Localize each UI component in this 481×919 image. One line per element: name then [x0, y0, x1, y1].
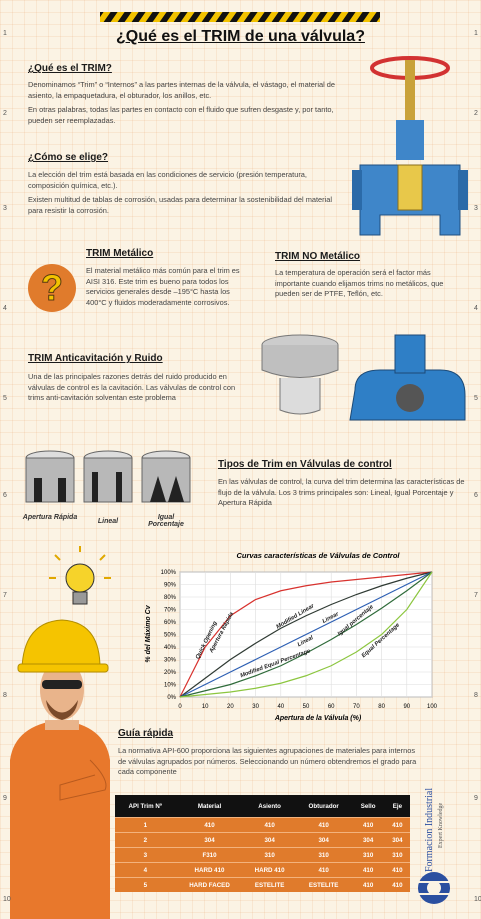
margin-number: 2	[474, 110, 478, 117]
section-text: Denominamos “Trim” o “Internos” a las pa…	[28, 80, 346, 130]
paragraph: La elección del trim está basada en las …	[28, 170, 307, 190]
margin-number: 5	[3, 395, 7, 402]
table-cell: 410	[295, 862, 352, 878]
svg-text:?: ?	[41, 267, 63, 308]
table-header-cell: Obturador	[295, 795, 352, 818]
table-cell: HARD 410	[243, 862, 296, 878]
margin-number: 5	[474, 395, 478, 402]
margin-number: 1	[474, 30, 478, 37]
margin-number: 2	[3, 110, 7, 117]
table-cell: 410	[243, 817, 296, 833]
paragraph: Existen multitud de tablas de corrosión,…	[28, 195, 333, 215]
margin-number: 9	[3, 795, 7, 802]
table-cell: 410	[351, 862, 385, 878]
bulb-icon	[49, 546, 111, 605]
table-cell: 410	[351, 817, 385, 833]
paragraph: En otras palabras, todas las partes en c…	[28, 105, 334, 125]
table-cell: 310	[243, 847, 296, 863]
paragraph: Denominamos “Trim” o “Internos” a las pa…	[28, 80, 335, 100]
table-cell: 5	[115, 877, 176, 892]
table-cell: 304	[295, 832, 352, 848]
table-cell: 1	[115, 817, 176, 833]
margin-number: 6	[474, 492, 478, 499]
trim-types-illustration	[25, 450, 191, 503]
margin-number: 10	[474, 896, 481, 903]
margin-number: 4	[474, 305, 478, 312]
section-heading: Guía rápida	[118, 728, 174, 739]
trim-label: Apertura Rápida	[22, 514, 78, 521]
table-cell: F310	[175, 847, 244, 863]
logo-name: Formacion Industrial	[424, 787, 435, 872]
table-cell: 310	[384, 847, 410, 863]
table-cell: 304	[351, 832, 385, 848]
table-cell: 4	[115, 862, 176, 878]
table-cell: 3	[115, 847, 176, 863]
table-header-row: API Trim Nº Material Asiento Obturador Sello…	[115, 795, 410, 818]
table-cell: 410	[384, 817, 410, 833]
margin-number: 8	[474, 692, 478, 699]
margin-number: 1	[3, 30, 7, 37]
api-trim-table: API Trim Nº Material Asiento Obturador Sello…	[115, 795, 410, 892]
table-cell: 410	[384, 877, 410, 892]
table-row: 5 HARD FACED ESTELITE ESTELITE 410 410	[115, 877, 410, 892]
table-header-cell: Eje	[384, 795, 410, 818]
margin-number: 10	[3, 896, 11, 903]
section-text: Una de las principales razones detrás de…	[28, 372, 236, 402]
table-row: 4 HARD 410 HARD 410 410 410 410	[115, 862, 410, 878]
section-text: La temperatura de operación será el fact…	[275, 268, 444, 298]
table-row: 3 F310 310 310 310 310	[115, 847, 410, 863]
table-cell: HARD 410	[175, 862, 244, 878]
section-text: La elección del trim está basada en las …	[28, 170, 346, 220]
table-cell: 310	[351, 847, 385, 863]
table-row: 1 410 410 410 410 410	[115, 817, 410, 833]
margin-number: 9	[474, 795, 478, 802]
margin-number: 6	[3, 492, 7, 499]
table-cell: ESTELITE	[243, 877, 296, 892]
section-heading: TRIM NO Metálico	[275, 251, 361, 262]
section-heading: TRIM Anticavitación y Ruido	[28, 353, 163, 364]
trim-label: Igual Porcentaje	[148, 514, 184, 528]
hazard-stripe	[100, 12, 380, 22]
section-text: En las válvulas de control, la curva del…	[218, 477, 465, 507]
worker-illustration	[10, 619, 110, 919]
table-cell: 304	[243, 832, 296, 848]
table-cell: 304	[384, 832, 410, 848]
table-header-cell: Material	[175, 795, 244, 818]
table-cell: ESTELITE	[295, 877, 352, 892]
table-cell: HARD FACED	[175, 877, 244, 892]
section-text: La normativa API-600 proporciona las sig…	[118, 746, 417, 776]
section-heading: TRIM Metálico	[86, 248, 154, 259]
section-heading: ¿Cómo se elige?	[28, 152, 109, 163]
table-cell: 410	[175, 817, 244, 833]
table-cell: 410	[351, 877, 385, 892]
margin-number: 7	[3, 592, 7, 599]
margin-number: 8	[3, 692, 7, 699]
question-icon: ?	[28, 264, 76, 312]
gate-valve-illustration	[352, 56, 468, 236]
trim-label: Lineal	[97, 518, 119, 525]
table-cell: 410	[384, 862, 410, 878]
table-cell: 304	[175, 832, 244, 848]
section-heading: Tipos de Trim en Válvulas de control	[218, 459, 392, 470]
table-row: 2 304 304 304 304 304	[115, 832, 410, 848]
margin-number: 4	[3, 305, 7, 312]
margin-number: 3	[474, 205, 478, 212]
table-header-cell: Sello	[351, 795, 385, 818]
table-cell: 310	[295, 847, 352, 863]
title: ¿Qué es el TRIM de una válvula?	[116, 28, 365, 45]
table-cell: 410	[295, 817, 352, 833]
anticavitation-illustration	[261, 334, 466, 421]
logo-icon	[418, 872, 450, 904]
table-header-cell: API Trim Nº	[115, 795, 176, 818]
margin-number: 3	[3, 205, 7, 212]
margin-number: 7	[474, 592, 478, 599]
section-heading: ¿Qué es el TRIM?	[28, 63, 112, 74]
logo-tagline: Expert Knowledge	[438, 802, 444, 848]
table-cell: 2	[115, 832, 176, 848]
table-header-cell: Asiento	[243, 795, 296, 818]
section-text: El material metálico más común para el t…	[86, 266, 240, 307]
